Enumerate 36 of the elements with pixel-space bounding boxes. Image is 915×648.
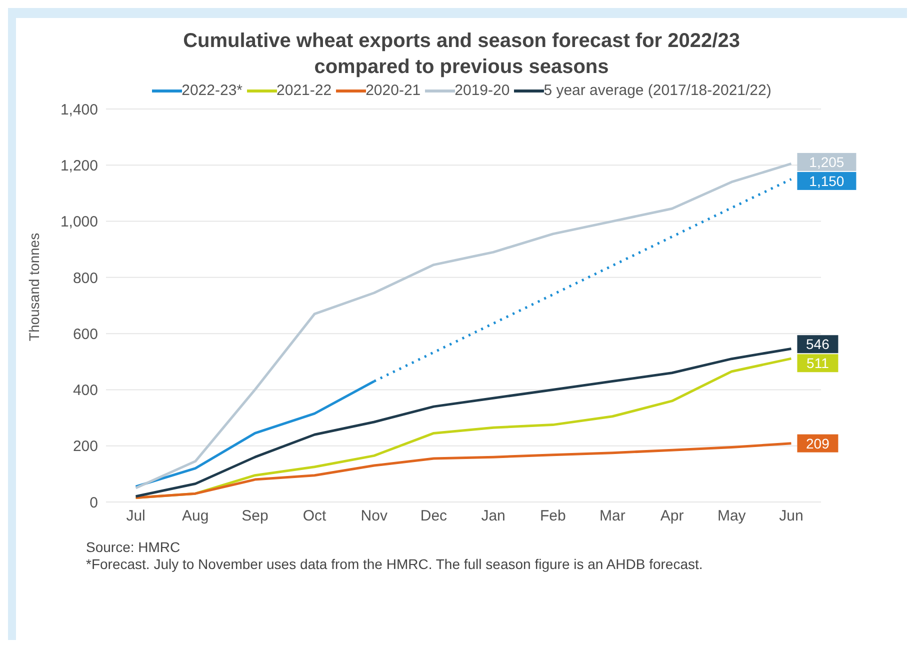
y-tick-label: 1,200 xyxy=(60,157,98,174)
line-series xyxy=(134,442,792,500)
text: *Forecast. July to November uses data from the HMRC. The full season figure is an AHDB forecast. xyxy=(86,556,704,573)
source-note: Source: HMRC xyxy=(86,539,182,556)
y-tick-label: 600 xyxy=(72,326,98,343)
legend-label: 2020-21 xyxy=(366,82,421,99)
y-tick-label: 800 xyxy=(72,270,98,287)
line-series xyxy=(134,162,792,490)
y-tick-label: 1,000 xyxy=(60,214,98,231)
y-tick-label: 200 xyxy=(72,438,98,456)
x-tick-label: Oct xyxy=(302,508,328,525)
x-tick-label: Nov xyxy=(360,508,388,525)
legend-label: 2022-23* xyxy=(182,82,243,99)
legend-label: 5 year average (2017/18-2021/22) xyxy=(544,82,772,99)
data-label: 1,205 xyxy=(809,154,844,170)
x-tick-label: May xyxy=(717,508,746,525)
x-tick-label: Jul xyxy=(126,508,146,525)
legend-label: 2021-22 xyxy=(276,82,332,99)
y-axis-title: Thousand tonnes xyxy=(26,232,42,344)
y-tick-label: 0 xyxy=(90,494,98,512)
x-tick-label: Mar xyxy=(600,508,626,525)
y-tick-label: 1,400 xyxy=(60,101,98,118)
x-tick-label: Feb xyxy=(540,508,566,525)
data-label: 209 xyxy=(806,435,830,452)
data-label: 546 xyxy=(806,336,830,352)
x-tick-label: Apr xyxy=(660,508,684,525)
legend-label: 2019-20 xyxy=(454,82,510,99)
x-tick-label: Sep xyxy=(242,508,268,525)
y-tick-label: 400 xyxy=(72,382,98,400)
x-tick-label: Jan xyxy=(481,508,506,525)
x-tick-label: Aug xyxy=(182,508,209,525)
x-tick-label: Dec xyxy=(420,508,448,525)
data-label: 511 xyxy=(806,355,830,372)
x-tick-label: Jun xyxy=(779,508,804,525)
data-label: 1,150 xyxy=(809,172,844,189)
chart-title: Cumulative wheat exports and season forecast for 2022/23 compared to previous seasons xyxy=(182,29,741,80)
